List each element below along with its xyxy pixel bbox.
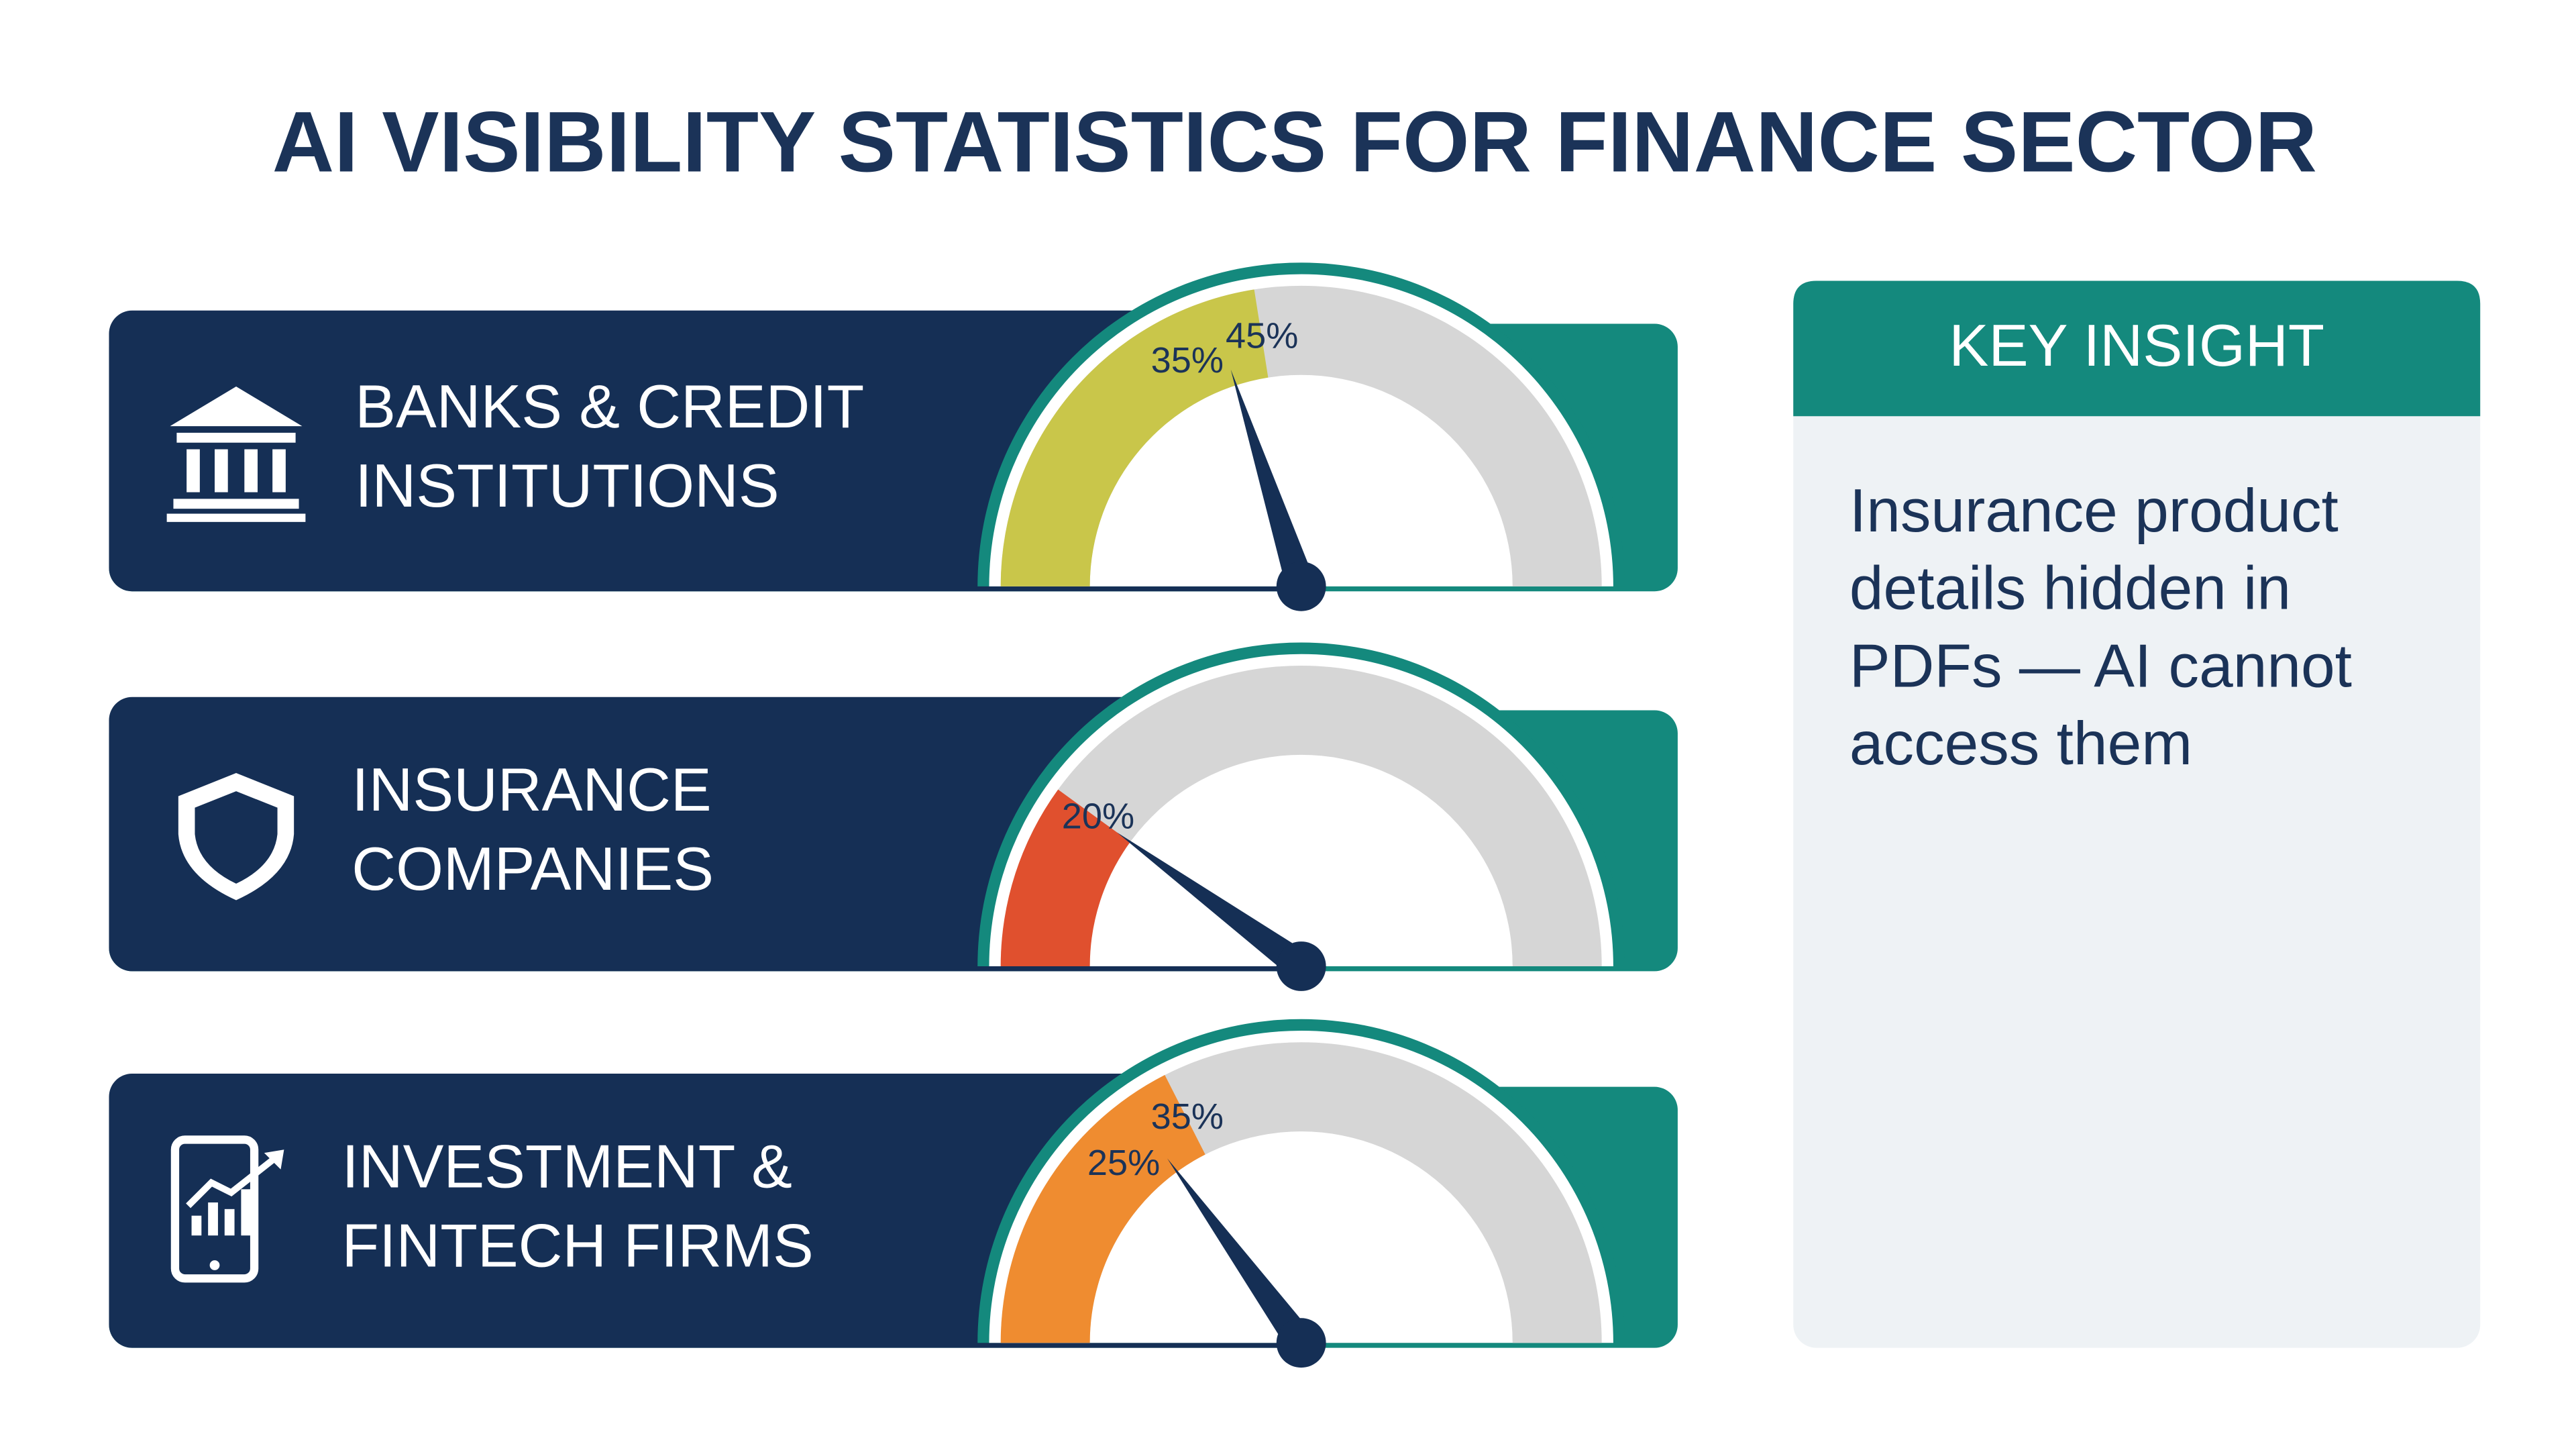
insight-title: KEY INSIGHT [1949, 312, 2324, 378]
gauge-needle [1230, 369, 1316, 591]
value-label: 35% [1151, 1096, 1224, 1137]
gauge-needle [1167, 1158, 1313, 1352]
sector-name: INSURANCE [352, 756, 711, 824]
value-label: 25% [1087, 1143, 1160, 1183]
insight-card [1793, 280, 2481, 1348]
shield-icon [178, 772, 294, 901]
gauge-fill [1000, 1075, 1205, 1343]
insight-line: PDFs — AI cannot [1849, 632, 2352, 700]
sector-name: COMPANIES [352, 835, 714, 903]
sector-name: BANKS & CREDIT [355, 373, 864, 441]
insight-header [1793, 280, 2481, 417]
needle-hub [1276, 1318, 1326, 1368]
sector-name: INSTITUTIONS [355, 452, 779, 520]
sector-name: INVESTMENT & [342, 1133, 792, 1200]
sector-name: FINTECH FIRMS [342, 1212, 814, 1280]
needle-hub [1276, 941, 1326, 991]
insight-line: access them [1849, 710, 2192, 778]
insight-body: Insurance product details hidden in PDFs —… [1849, 477, 2352, 778]
insight-line: details hidden in [1849, 555, 2291, 623]
value-label: 35% [1151, 340, 1224, 380]
value-label: 45% [1226, 316, 1298, 356]
gauge-track [1000, 665, 1602, 966]
title: AI VISIBILITY STATISTICS FOR FINANCE SEC… [272, 94, 2317, 190]
bank-icon [166, 386, 306, 522]
gauge-needle [1116, 832, 1310, 978]
needle-hub [1276, 561, 1326, 611]
value-label: 20% [1062, 796, 1134, 836]
gauge-fill [1000, 289, 1269, 586]
gauge-fill [1000, 789, 1130, 966]
sector-rows: 35%45%BANKS & CREDITINSTITUTIONS20%INSUR… [109, 262, 1678, 1368]
insight-line: Insurance product [1849, 477, 2339, 545]
phone-chart-icon [170, 1135, 284, 1283]
